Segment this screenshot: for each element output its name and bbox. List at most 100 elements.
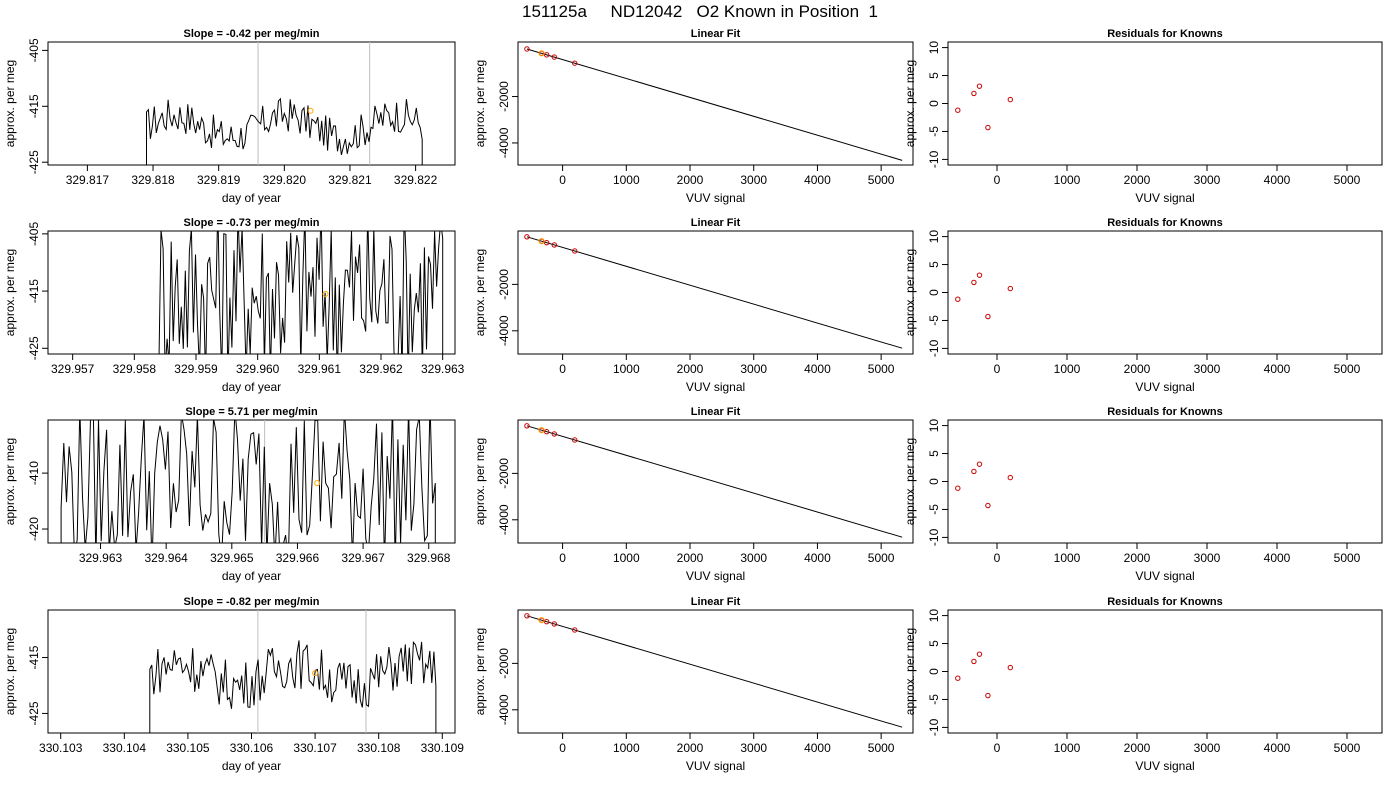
x-tick-label: 330.103 [39,741,83,755]
x-tick-label: 330.106 [230,741,274,755]
y-tick-label: -5 [927,694,941,705]
x-tick-label: 329.817 [66,173,110,187]
fit-panel: 0 1000 2000 3000 4000 5000 -2000 -4000 Linear Fi… [473,217,914,394]
known-point [543,428,550,435]
known-point [551,54,558,60]
x-tick-label: 329.966 [276,551,320,565]
residual-point [976,651,983,657]
x-tick-label: 329.818 [131,173,175,187]
y-tick-label: -2000 [497,269,511,300]
residual-point [985,502,991,509]
plot-frame [517,609,914,734]
x-tick-label: 0 [559,173,566,187]
x-axis-label: day of year [222,569,281,583]
trace-line [60,420,436,543]
highlight-point [538,50,545,57]
x-tick-label: 4000 [1264,362,1291,376]
plot-frame [517,230,914,355]
y-axis-label: approx. per meg [473,628,487,715]
y-axis-label: approx. per meg [903,249,917,336]
y-tick-label: -10 [927,718,941,736]
x-tick-label: 330.108 [357,741,401,755]
panel-title: Slope = -0.73 per meg/min [183,217,319,229]
known-point [524,234,530,240]
x-tick-label: 330.107 [293,741,337,755]
x-tick-label: 5000 [868,173,895,187]
residual-panel: 0 1000 2000 3000 4000 5000 10 5 0 -5 -10 Residuals … [903,406,1383,583]
x-tick-label: 2000 [677,551,704,565]
x-axis-label: VUV signal [1135,759,1194,773]
x-tick-label: 5000 [868,741,895,755]
y-tick-label: -5 [927,315,941,326]
highlight-point [312,670,319,677]
y-tick-label: 0 [927,478,941,485]
plot-frame [517,41,914,166]
x-tick-label: 5000 [868,362,895,376]
panel-title: Linear Fit [691,596,741,608]
x-tick-label: 0 [994,362,1001,376]
y-tick-label: -10 [927,150,941,168]
panel-title: Residuals for Knowns [1107,596,1223,608]
plot-frame [947,41,1383,166]
y-tick-label: 5 [927,72,941,79]
fit-panel: 0 1000 2000 3000 4000 5000 -2000 -4000 Linear Fi… [473,28,914,205]
x-tick-label: 1000 [613,741,640,755]
trace-line [158,231,444,354]
y-tick-label: 10 [927,419,941,433]
y-axis-label: approx. per meg [3,60,17,147]
known-point [572,627,578,633]
highlight-point [538,427,545,434]
residual-point [985,313,991,320]
known-point [524,46,530,52]
highlight-point [538,238,545,245]
residual-point [971,468,977,475]
x-tick-label: 3000 [740,551,767,565]
x-tick-label: 0 [559,741,566,755]
residual-point [985,692,991,699]
y-tick-label: -415 [27,279,41,303]
x-tick-label: 1000 [1054,551,1081,565]
x-tick-label: 1000 [1054,362,1081,376]
plot-frame [47,41,456,166]
y-tick-label: -10 [927,528,941,546]
x-tick-label: 0 [994,173,1001,187]
y-axis-label: approx. per meg [3,249,17,336]
x-tick-label: 4000 [804,551,831,565]
x-tick-label: 4000 [804,741,831,755]
x-tick-label: 329.964 [144,551,188,565]
y-axis-label: approx. per meg [903,438,917,525]
x-tick-label: 329.820 [263,173,307,187]
x-tick-label: 3000 [1194,173,1221,187]
y-tick-label: -425 [27,150,41,174]
x-tick-label: 5000 [1334,741,1361,755]
residual-point [955,107,961,113]
y-tick-label: -425 [27,336,41,360]
x-tick-label: 329.965 [210,551,254,565]
y-tick-label: -2000 [497,81,511,112]
x-axis-label: VUV signal [686,569,745,583]
y-tick-label: 5 [927,640,941,647]
x-tick-label: 1000 [1054,173,1081,187]
x-tick-label: 4000 [804,173,831,187]
y-tick-label: -5 [927,504,941,515]
residual-point [1007,664,1013,671]
residual-point [976,461,983,467]
x-tick-label: 3000 [1194,741,1221,755]
x-tick-label: 4000 [804,362,831,376]
x-tick-label: 0 [559,362,566,376]
residual-point [955,675,961,681]
y-tick-label: 10 [927,609,941,623]
plot-frame [947,419,1383,544]
trace-line [149,640,437,733]
x-tick-label: 2000 [677,741,704,755]
residual-point [971,279,977,286]
fit-panel: 0 1000 2000 3000 4000 5000 -2000 -4000 Linear Fi… [473,406,914,583]
y-tick-label: -415 [27,94,41,118]
y-axis-label: approx. per meg [473,249,487,336]
y-tick-label: 5 [927,261,941,268]
x-axis-label: day of year [222,759,281,773]
residual-panel: 0 1000 2000 3000 4000 5000 10 5 0 -5 -10 Residuals … [903,28,1383,205]
trace-panel: 330.103 330.104 330.105 330.106 330.107 330.1… [3,596,464,773]
x-tick-label: 329.821 [328,173,372,187]
